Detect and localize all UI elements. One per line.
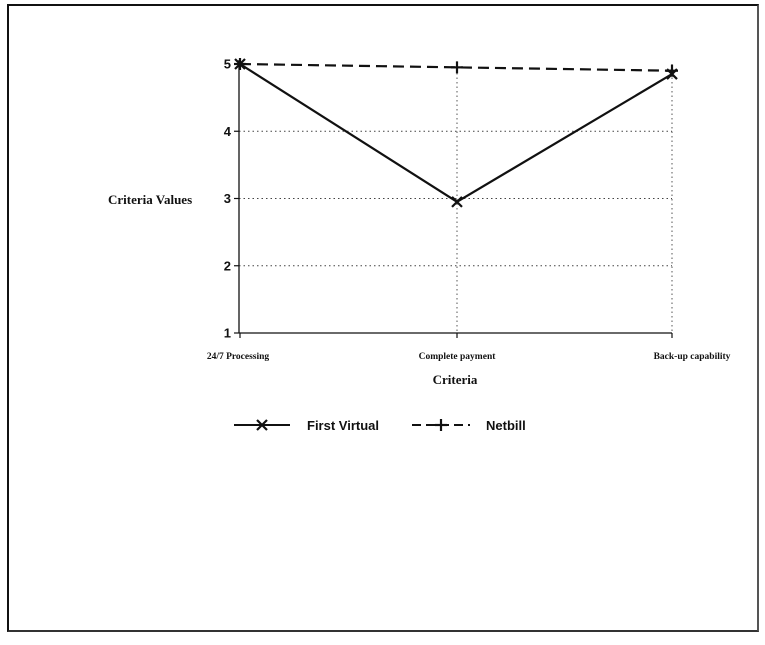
y-tick-labels: 1 2 3 4 5 [224,57,232,341]
series-1-point-1 [451,61,463,74]
x-tick-label-2: Back-up capability [654,352,731,362]
y-tick-label-2: 3 [224,191,231,206]
legend-marker-0 [256,419,268,431]
y-tick-label-3: 4 [224,124,232,139]
legend-label-0: First Virtual [307,418,379,433]
series-line-0 [239,63,673,204]
series-0-point-1 [451,196,463,208]
series-1-point-0 [234,58,246,70]
legend: First Virtual Netbill [234,418,526,433]
y-tick-label-0: 1 [224,326,231,341]
x-tick-label-0: 24/7 Processing [207,352,270,362]
series-group [234,58,678,208]
x-tick-labels: 24/7 Processing Complete payment Back-up c… [207,352,731,362]
x-tick-label-1: Complete payment [419,352,497,362]
legend-label-1: Netbill [486,418,526,433]
axes [234,60,673,338]
legend-marker-1 [435,419,447,431]
y-tick-label-1: 2 [224,258,231,273]
y-tick-label-4: 5 [224,57,231,72]
series-1-point-2 [666,64,678,77]
x-axis-title: Criteria [433,372,478,387]
y-axis-title: Criteria Values [108,192,192,207]
series-line-1 [239,62,673,72]
grid-lines [239,64,673,333]
chart-frame [7,4,759,632]
